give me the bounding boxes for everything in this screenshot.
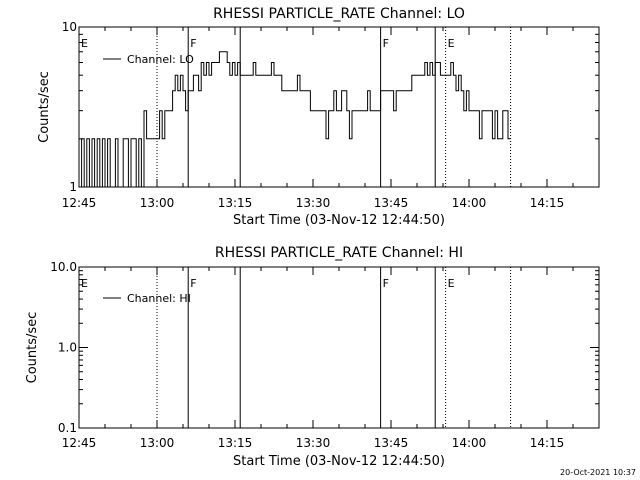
x-tick-label: 12:45 (62, 436, 97, 450)
event-marker-label: F (190, 37, 196, 50)
x-tick-label: 12:45 (62, 196, 97, 210)
y-tick-label: 1.0 (58, 341, 77, 355)
data-series-line (79, 51, 511, 188)
event-marker-label: F (383, 37, 389, 50)
y-tick-label: 10 (62, 20, 77, 34)
y-tick-label: 1 (69, 180, 77, 194)
x-tick-label: 13:30 (296, 196, 331, 210)
x-tick-label: 13:00 (140, 436, 175, 450)
y-tick-label: 0.1 (58, 421, 77, 435)
x-tick-label: 13:45 (374, 196, 409, 210)
event-marker-label: E (81, 37, 88, 50)
x-tick-label: 13:00 (140, 196, 175, 210)
x-axis-label: Start Time (03-Nov-12 12:44:50) (233, 213, 445, 228)
x-tick-label: 13:15 (218, 196, 253, 210)
x-tick-label: 14:15 (530, 436, 565, 450)
legend-label: Channel: HI (127, 292, 191, 305)
footer-timestamp: 20-Oct-2021 10:37 (560, 468, 636, 477)
y-axis-label: Counts/sec (25, 312, 40, 384)
y-axis-label: Counts/sec (37, 71, 52, 143)
x-tick-label: 14:15 (530, 196, 565, 210)
legend: Channel: LO (103, 53, 194, 66)
x-axis-label: Start Time (03-Nov-12 12:44:50) (233, 454, 445, 469)
y-tick-label: 10.0 (50, 260, 77, 274)
x-tick-label: 14:00 (452, 196, 487, 210)
event-marker-label: F (383, 277, 389, 290)
legend-label: Channel: LO (127, 53, 194, 66)
x-tick-label: 13:45 (374, 436, 409, 450)
event-marker-label: F (190, 277, 196, 290)
chart-title: RHESSI PARTICLE_RATE Channel: LO (213, 6, 465, 22)
x-tick-label: 13:15 (218, 436, 253, 450)
event-marker-label: E (448, 37, 455, 50)
x-tick-label: 14:00 (452, 436, 487, 450)
event-marker-label: E (81, 277, 88, 290)
lo-channel-panel: RHESSI PARTICLE_RATE Channel: LO 12:45 13:… (37, 6, 600, 228)
event-marker-label: E (448, 277, 455, 290)
chart-title: RHESSI PARTICLE_RATE Channel: HI (215, 245, 463, 261)
legend: Channel: HI (103, 292, 191, 305)
x-tick-label: 13:30 (296, 436, 331, 450)
hi-channel-panel: RHESSI PARTICLE_RATE Channel: HI 12:45 13:… (25, 245, 600, 469)
